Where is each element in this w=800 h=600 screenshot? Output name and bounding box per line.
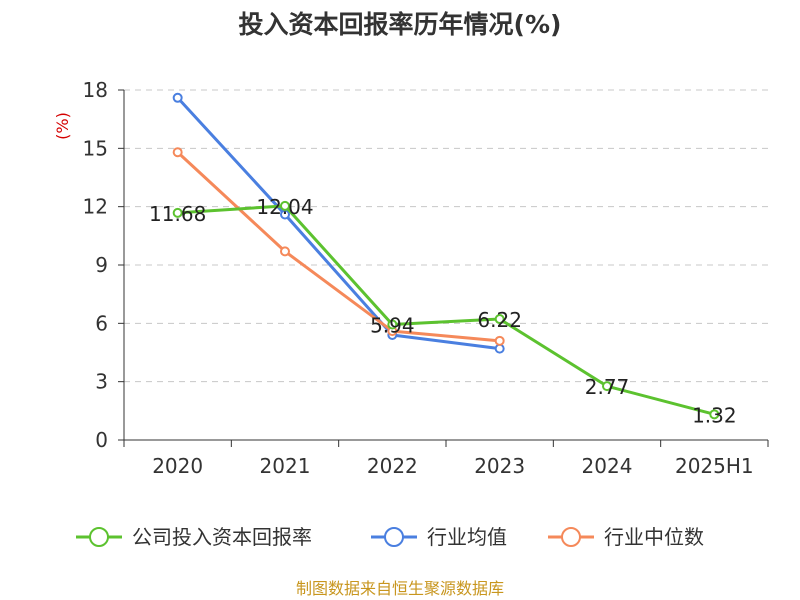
data-point-company[interactable]	[387, 319, 398, 330]
data-label-company: 1.32	[692, 403, 737, 427]
series-industry-median	[172, 147, 505, 346]
y-tick-label: 9	[95, 253, 108, 277]
chart-title: 投入资本回报率历年情况(%)	[239, 10, 562, 39]
y-tick-label: 15	[83, 136, 108, 160]
x-tick-label: 2025H1	[675, 454, 754, 478]
data-label-company: 2.77	[585, 375, 630, 399]
data-labels: 11.68 12.04 5.94 6.22 2.77 1.32	[149, 195, 737, 427]
legend-label: 行业均值	[427, 525, 507, 549]
y-tick-label: 0	[95, 428, 108, 452]
data-point-company[interactable]	[172, 207, 183, 218]
axes: 0 3 6 9 12 15 18 2020 2021 2022 2023 2024 2025H1	[83, 78, 769, 478]
y-tick-label: 3	[95, 370, 108, 394]
series-line-industry-avg	[176, 96, 500, 351]
legend-circle-swatch	[89, 527, 109, 547]
legend-item-industry-avg[interactable]: 行业均值	[371, 525, 507, 549]
data-label-company: 11.68	[149, 202, 206, 226]
series-industry-avg	[172, 92, 505, 354]
x-tick-label: 2021	[260, 454, 311, 478]
y-tick-label: 6	[95, 311, 108, 335]
data-point-industry-median[interactable]	[172, 147, 183, 158]
legend-item-industry-median[interactable]: 行业中位数	[548, 525, 704, 549]
x-tick-label: 2024	[582, 454, 633, 478]
x-tick-label: 2022	[367, 454, 418, 478]
data-label-company: 5.94	[370, 314, 415, 338]
series-company	[172, 200, 720, 420]
data-point-industry-median[interactable]	[280, 246, 290, 257]
series-line-industry-median	[176, 151, 500, 343]
series-layer	[172, 92, 720, 420]
y-axis-label: (%)	[53, 112, 72, 140]
legend-circle-swatch	[384, 527, 404, 547]
source-note: 制图数据来自恒生聚源数据库	[296, 579, 504, 598]
x-tick-label: 2023	[474, 454, 525, 478]
y-tick-label: 12	[83, 195, 108, 219]
data-label-company: 12.04	[256, 195, 313, 219]
data-point-company[interactable]	[709, 409, 720, 420]
legend[interactable]: 公司投入资本回报率 行业均值 行业中位数	[76, 525, 704, 549]
data-point-company[interactable]	[280, 200, 290, 211]
data-label-company: 6.22	[477, 308, 522, 332]
legend-label: 公司投入资本回报率	[132, 525, 312, 549]
series-line-company	[177, 204, 715, 416]
data-point-industry-median[interactable]	[494, 335, 505, 346]
legend-label: 行业中位数	[604, 525, 704, 549]
y-tick-label: 18	[83, 78, 108, 102]
data-point-company[interactable]	[602, 381, 612, 392]
legend-item-company[interactable]: 公司投入资本回报率	[76, 525, 312, 549]
data-point-company[interactable]	[494, 314, 505, 325]
data-point-industry-avg[interactable]	[172, 92, 183, 103]
x-tick-label: 2020	[152, 454, 203, 478]
legend-circle-swatch	[561, 527, 581, 547]
grid-lines	[124, 89, 768, 383]
